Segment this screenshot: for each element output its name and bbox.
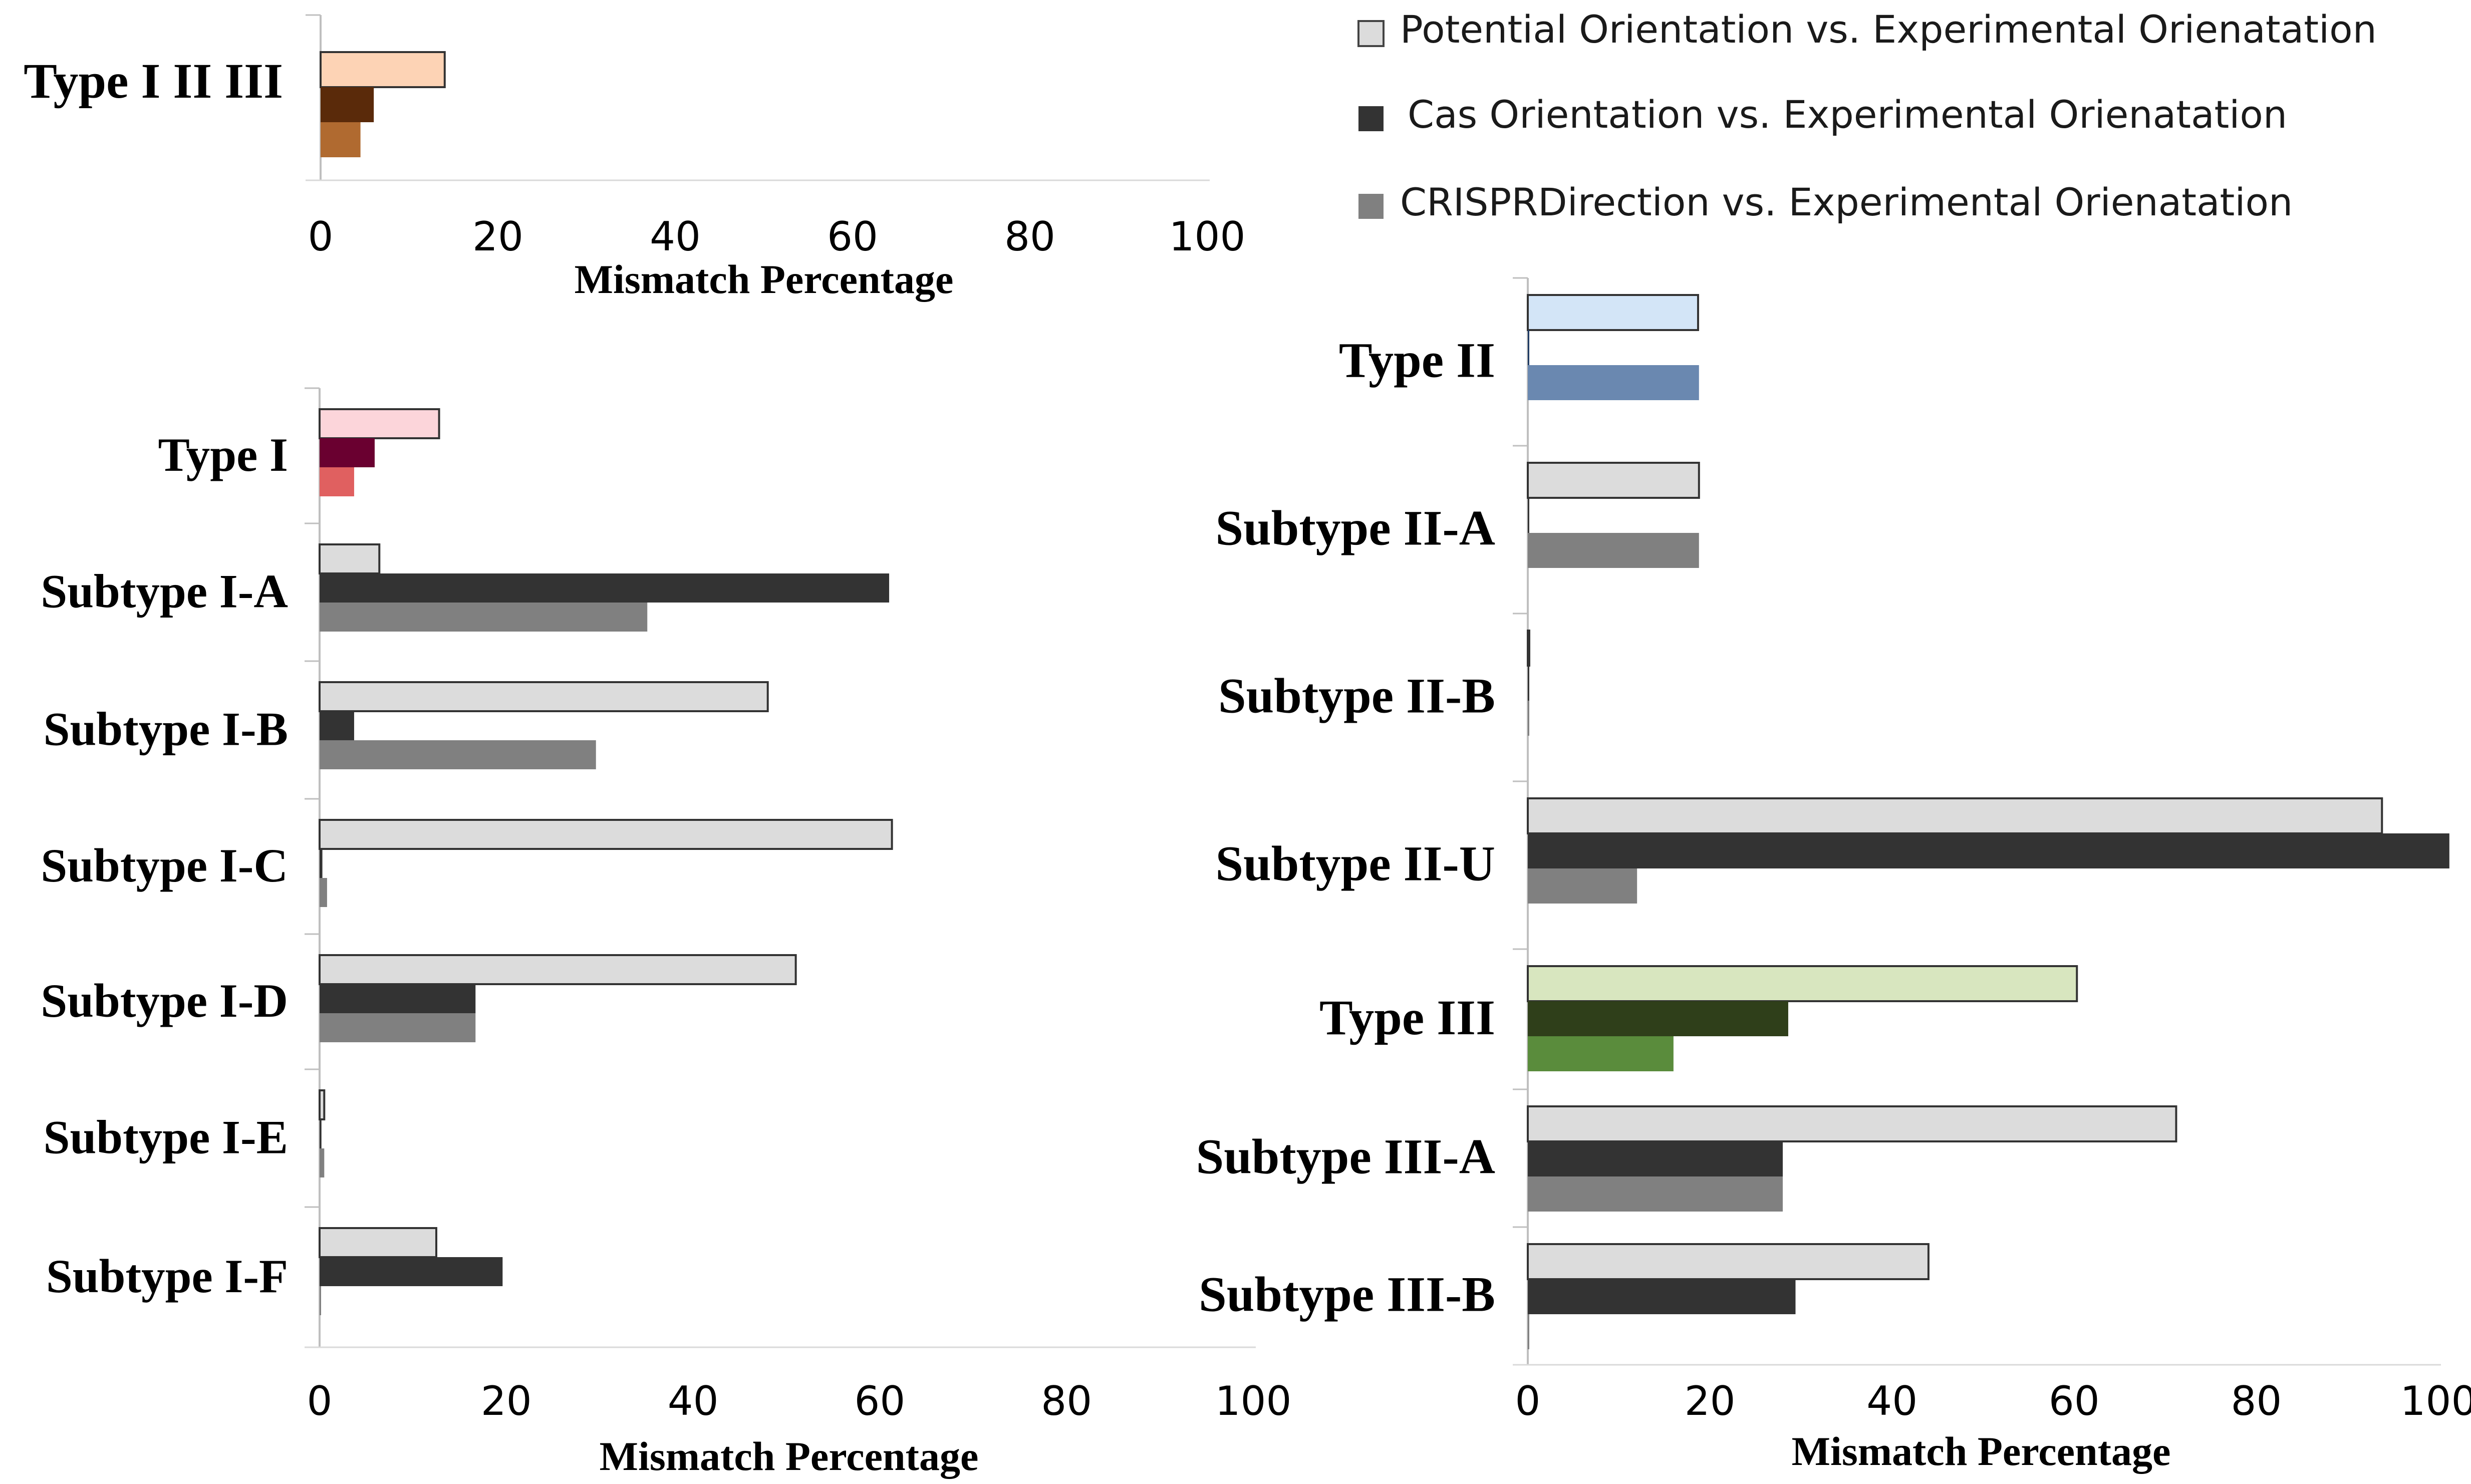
- bar-subtype-i-f-potential: [319, 1227, 437, 1258]
- x-tick-label-80: 80: [2231, 1378, 2282, 1424]
- category-label-subtype-i-c: Subtype I-C: [41, 839, 288, 892]
- category-label-subtype-i-d: Subtype I-D: [41, 974, 288, 1027]
- x-tick-label-0: 0: [308, 213, 334, 260]
- x-tick-label-40: 40: [668, 1378, 719, 1424]
- bar-subtype-i-a-crisprdirection: [320, 603, 648, 632]
- bar-subtype-ii-u-potential: [1527, 797, 2383, 834]
- bar-subtype-i-f-cas: [320, 1257, 503, 1286]
- bar-subtype-i-b-cas: [320, 711, 354, 740]
- bar-subtype-i-d-crisprdirection: [320, 1013, 476, 1042]
- bar-subtype-ii-a-crisprdirection: [1528, 533, 1699, 568]
- x-axis-title: Mismatch Percentage: [600, 1433, 979, 1479]
- x-axis-title: Mismatch Percentage: [575, 256, 954, 302]
- bar-type-i-crisprdirection: [320, 467, 354, 496]
- bar-subtype-i-c-potential: [319, 819, 893, 850]
- chart-type-i-subtypes: Type I Subtype I-A Subtype I-B Subtype I-C S…: [41, 387, 1292, 1479]
- bar-type-i-cas: [320, 438, 375, 467]
- bar-type-iii-potential: [1527, 965, 2078, 1002]
- category-label-type-i-ii-iii: Type I II III: [24, 53, 283, 109]
- bar-type-i-ii-iii-cas: [321, 87, 374, 122]
- bar-subtype-iii-a-crisprdirection: [1528, 1176, 1783, 1212]
- x-tick-label-0: 0: [1515, 1378, 1541, 1424]
- legend-swatch-cas: [1358, 106, 1384, 131]
- bar-subtype-i-f-crisprdirection: [320, 1286, 321, 1315]
- bar-subtype-i-b-potential: [319, 681, 769, 712]
- legend: Potential Orientation vs. Experimental O…: [1357, 7, 2377, 224]
- category-label-subtype-i-b: Subtype I-B: [44, 703, 288, 756]
- legend-label-potential: Potential Orientation vs. Experimental O…: [1400, 7, 2377, 52]
- category-label-type-i: Type I: [158, 428, 288, 481]
- legend-swatch-crisprdirection: [1358, 194, 1384, 219]
- category-label-type-ii: Type II: [1339, 333, 1495, 388]
- bar-subtype-i-a-cas: [320, 573, 890, 603]
- x-tick-label-60: 60: [2049, 1378, 2100, 1424]
- bar-subtype-i-d-cas: [320, 984, 476, 1013]
- bar-type-i-ii-iii-potential: [320, 51, 446, 88]
- legend-label-crisprdirection: CRISPRDirection vs. Experimental Orienat…: [1400, 180, 2293, 224]
- x-axis-title: Mismatch Percentage: [1792, 1428, 2171, 1474]
- bar-subtype-iii-b-crisprdirection: [1528, 1314, 1529, 1349]
- bar-subtype-ii-b-potential: [1527, 630, 1530, 667]
- x-tick-label-40: 40: [1866, 1378, 1917, 1424]
- category-label-subtype-ii-u: Subtype II-U: [1216, 836, 1496, 892]
- chart-type-ii-iii-subtypes: Type II Subtype II-A Subtype II-B Subtype I…: [1196, 277, 2471, 1474]
- bar-subtype-i-d-potential: [319, 954, 797, 985]
- category-label-subtype-iii-b: Subtype III-B: [1199, 1267, 1495, 1322]
- bar-subtype-i-b-crisprdirection: [320, 740, 596, 769]
- category-label-subtype-ii-a: Subtype II-A: [1216, 500, 1496, 556]
- bar-subtype-ii-b-crisprdirection: [1528, 701, 1529, 736]
- category-label-subtype-i-e: Subtype I-E: [44, 1111, 288, 1164]
- bar-subtype-iii-b-potential: [1527, 1243, 1930, 1280]
- legend-swatch-potential: [1357, 20, 1385, 47]
- x-tick-label-60: 60: [855, 1378, 906, 1424]
- category-label-subtype-i-a: Subtype I-A: [41, 565, 288, 618]
- bar-type-ii-crisprdirection: [1528, 365, 1699, 400]
- bar-subtype-ii-u-crisprdirection: [1528, 868, 1637, 904]
- category-label-subtype-i-f: Subtype I-F: [46, 1250, 288, 1303]
- x-tick-label-0: 0: [307, 1378, 333, 1424]
- category-label-subtype-iii-a: Subtype III-A: [1196, 1129, 1495, 1184]
- x-tick-label-80: 80: [1041, 1378, 1092, 1424]
- bar-type-i-ii-iii-crisprdirection: [321, 122, 361, 157]
- bar-subtype-ii-a-potential: [1527, 462, 1700, 499]
- x-tick-label-20: 20: [481, 1378, 532, 1424]
- bar-subtype-ii-u-cas: [1528, 833, 2449, 868]
- bar-subtype-ii-a-cas: [1528, 498, 1529, 533]
- bar-subtype-i-c-cas: [320, 849, 323, 878]
- bar-subtype-iii-b-cas: [1528, 1279, 1796, 1314]
- chart-type-all: Type I II III 0 20 40 60 80 100 Mismatch Percen…: [24, 14, 1246, 302]
- x-tick-label-40: 40: [650, 213, 701, 260]
- bar-type-i-potential: [319, 408, 440, 439]
- bar-subtype-i-c-crisprdirection: [320, 878, 327, 907]
- category-label-subtype-ii-b: Subtype II-B: [1218, 668, 1495, 724]
- bar-subtype-i-a-potential: [319, 543, 381, 574]
- bar-subtype-i-e-crisprdirection: [320, 1148, 325, 1177]
- bar-type-ii-potential: [1527, 294, 1699, 331]
- legend-label-cas: Cas Orientation vs. Experimental Orienat…: [1408, 92, 2287, 137]
- x-tick-label-100: 100: [1215, 1378, 1292, 1424]
- bar-subtype-ii-b-cas: [1528, 666, 1529, 701]
- x-tick-label-20: 20: [1685, 1378, 1736, 1424]
- category-label-type-iii: Type III: [1319, 990, 1495, 1045]
- bar-type-ii-cas: [1528, 330, 1529, 365]
- bar-type-iii-crisprdirection: [1528, 1036, 1674, 1071]
- bar-subtype-iii-a-cas: [1528, 1141, 1783, 1176]
- bar-subtype-i-e-potential: [319, 1089, 326, 1120]
- bar-subtype-i-e-cas: [320, 1119, 322, 1148]
- x-tick-label-60: 60: [827, 213, 878, 260]
- x-tick-label-100: 100: [2400, 1378, 2471, 1424]
- x-tick-label-20: 20: [472, 213, 523, 260]
- x-tick-label-80: 80: [1004, 213, 1055, 260]
- bar-type-iii-cas: [1528, 1001, 1788, 1036]
- x-tick-label-100: 100: [1169, 213, 1246, 260]
- bar-subtype-iii-a-potential: [1527, 1105, 2177, 1142]
